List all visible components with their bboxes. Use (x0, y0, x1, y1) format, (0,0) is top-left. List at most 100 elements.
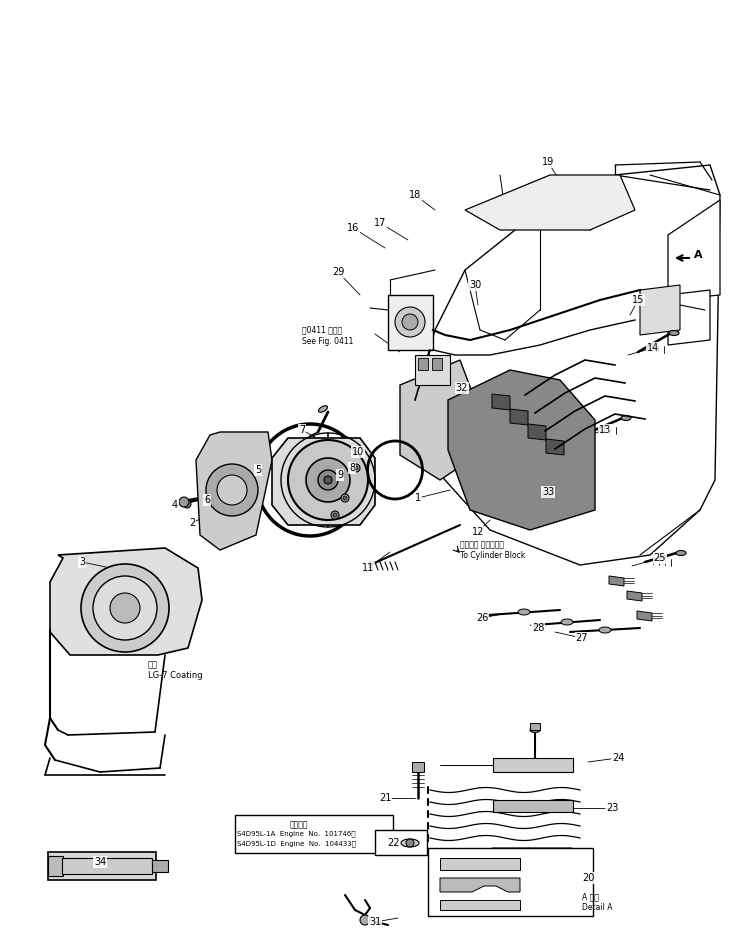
Ellipse shape (530, 727, 540, 732)
Text: 30: 30 (469, 280, 481, 290)
Text: 18: 18 (409, 190, 421, 200)
Text: シリンダ ブロック～: シリンダ ブロック～ (460, 541, 504, 549)
Bar (493, 800, 573, 812)
Ellipse shape (676, 550, 686, 556)
Text: S4D95L-1A  Engine  No.  101746～: S4D95L-1A Engine No. 101746～ (237, 830, 356, 837)
Polygon shape (492, 394, 510, 410)
Text: Detail A: Detail A (582, 902, 613, 911)
Text: 24: 24 (612, 753, 624, 763)
Bar (375, 830, 427, 855)
Text: 22: 22 (387, 838, 399, 848)
Text: 26: 26 (476, 613, 489, 623)
Polygon shape (400, 360, 475, 480)
Circle shape (406, 839, 414, 847)
Text: 28: 28 (532, 623, 544, 633)
Text: 13: 13 (599, 425, 611, 435)
Text: 4: 4 (172, 500, 178, 510)
Bar (62, 858, 152, 874)
Text: 34: 34 (94, 857, 106, 867)
Text: 17: 17 (374, 218, 386, 228)
Text: 31: 31 (369, 917, 381, 927)
Text: 図0411 図参照: 図0411 図参照 (302, 326, 342, 334)
Polygon shape (546, 439, 564, 455)
Ellipse shape (518, 609, 530, 615)
Circle shape (395, 307, 425, 337)
Text: 23: 23 (606, 803, 618, 813)
Text: 9: 9 (337, 470, 343, 480)
Circle shape (93, 576, 157, 640)
Bar (388, 295, 433, 350)
Circle shape (81, 564, 169, 652)
Polygon shape (668, 290, 710, 345)
Text: 16: 16 (347, 223, 359, 233)
Text: S4D95L-1D  Engine  No.  104433～: S4D95L-1D Engine No. 104433～ (237, 840, 356, 846)
Ellipse shape (401, 839, 419, 847)
Ellipse shape (319, 406, 328, 412)
Text: 12: 12 (472, 527, 484, 537)
Ellipse shape (561, 619, 573, 625)
Polygon shape (640, 285, 680, 335)
Text: 15: 15 (632, 295, 644, 305)
Text: 6: 6 (204, 495, 210, 505)
Bar (48, 856, 63, 876)
Bar (152, 860, 168, 872)
Circle shape (306, 458, 350, 502)
Bar (48, 852, 156, 880)
Circle shape (343, 496, 347, 500)
Bar (530, 723, 540, 730)
Circle shape (341, 494, 349, 502)
Ellipse shape (621, 415, 631, 421)
Text: 3: 3 (79, 557, 85, 567)
Text: 33: 33 (542, 487, 554, 497)
Polygon shape (627, 591, 642, 601)
Circle shape (354, 466, 358, 470)
Ellipse shape (669, 330, 679, 335)
Circle shape (206, 464, 258, 516)
Text: 14: 14 (647, 343, 659, 353)
Polygon shape (510, 409, 528, 425)
Circle shape (183, 500, 191, 508)
Circle shape (360, 915, 370, 925)
Bar (440, 858, 520, 870)
Bar (412, 762, 424, 772)
Polygon shape (528, 424, 546, 440)
Polygon shape (272, 438, 375, 525)
Polygon shape (609, 576, 624, 586)
Text: 21: 21 (379, 793, 391, 803)
Circle shape (318, 470, 338, 490)
Text: 11: 11 (362, 563, 374, 573)
Polygon shape (637, 611, 652, 621)
Text: 5: 5 (255, 465, 261, 475)
Polygon shape (668, 200, 720, 300)
Bar (418, 358, 428, 370)
Text: 27: 27 (576, 633, 588, 643)
Bar (428, 848, 593, 916)
Circle shape (333, 513, 337, 517)
Polygon shape (440, 878, 520, 892)
Text: 適用号機: 適用号機 (290, 820, 308, 829)
Polygon shape (415, 165, 720, 565)
Circle shape (402, 314, 418, 330)
Polygon shape (196, 432, 272, 550)
Bar (493, 758, 573, 772)
Polygon shape (448, 370, 595, 530)
Polygon shape (50, 548, 202, 655)
Bar (493, 862, 573, 876)
Text: 1: 1 (415, 493, 421, 503)
Text: 2: 2 (189, 518, 195, 528)
Text: 塗布: 塗布 (148, 661, 158, 669)
Text: 29: 29 (332, 267, 344, 277)
Polygon shape (465, 175, 635, 230)
Circle shape (324, 476, 332, 484)
Bar (235, 815, 393, 853)
Text: 7: 7 (299, 425, 305, 435)
Circle shape (331, 511, 339, 519)
Circle shape (217, 475, 247, 505)
Text: 19: 19 (542, 157, 554, 167)
Text: A 断面: A 断面 (582, 893, 599, 902)
Text: 32: 32 (456, 383, 468, 393)
Text: 10: 10 (352, 447, 364, 457)
Circle shape (288, 440, 368, 520)
Text: LG-7 Coating: LG-7 Coating (148, 670, 203, 680)
Circle shape (352, 464, 360, 472)
